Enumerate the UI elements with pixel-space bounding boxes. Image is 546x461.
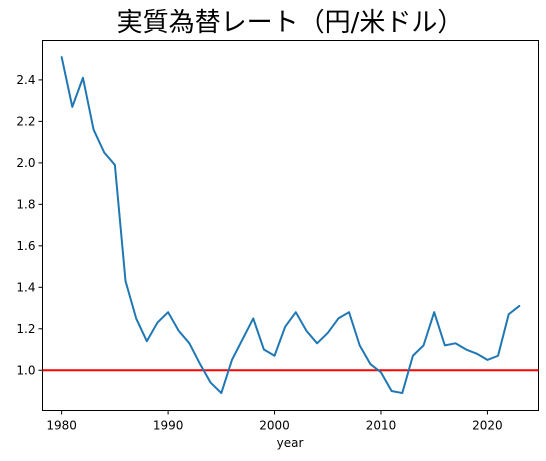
x-tick-label: 1990 <box>153 419 184 433</box>
y-tick-label: 2.2 <box>16 114 35 128</box>
x-tick-label: 2010 <box>366 419 397 433</box>
y-tick-label: 1.2 <box>16 322 35 336</box>
plot-area-frame <box>42 40 539 411</box>
y-tick-label: 1.4 <box>16 280 35 294</box>
x-tick-label: 2020 <box>472 419 503 433</box>
y-tick-label: 1.6 <box>16 239 35 253</box>
y-tick-label: 1.8 <box>16 197 35 211</box>
x-tick-label: 2000 <box>259 419 290 433</box>
x-tick-label: 1980 <box>46 419 77 433</box>
x-axis-label: year <box>277 436 304 450</box>
y-tick-label: 2.4 <box>16 73 35 87</box>
chart-title: 実質為替レート（円/米ドル） <box>116 8 464 38</box>
series-line <box>60 56 521 395</box>
y-axis: 1.0 1.2 1.4 1.6 1.8 2.0 2.2 2.4 <box>16 73 43 377</box>
y-tick-label: 1.0 <box>16 363 35 377</box>
x-axis: 1980 1990 2000 2010 2020 <box>46 410 503 433</box>
y-tick-label: 2.0 <box>16 156 35 170</box>
